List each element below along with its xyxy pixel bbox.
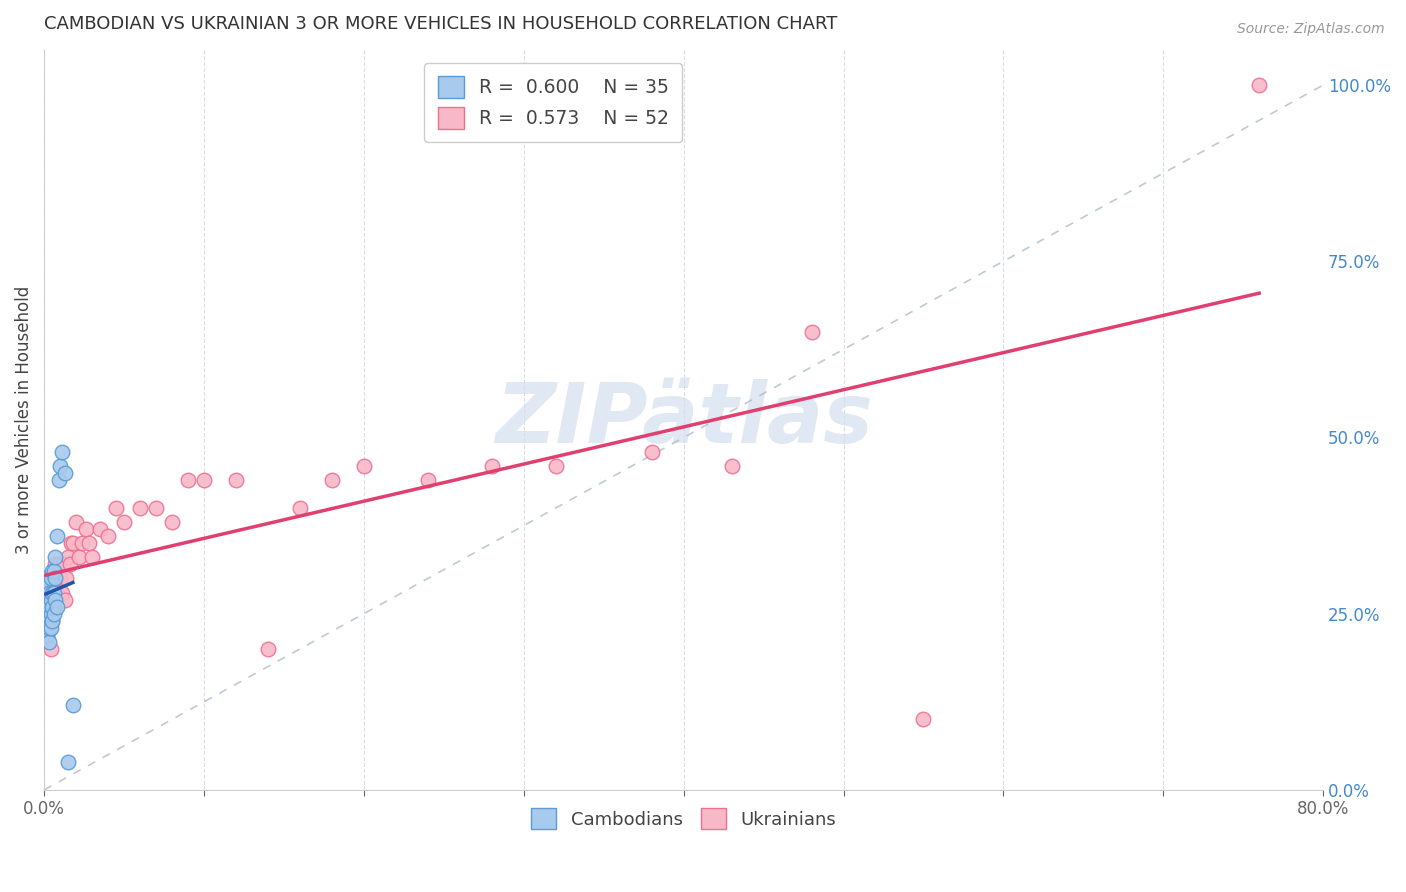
- Point: [44, 558, 66, 572]
- Point: [44, 592, 66, 607]
- Point: [38, 599, 60, 614]
- Point: [55, 572, 77, 586]
- Point: [41, 614, 63, 628]
- Point: [353, 458, 375, 473]
- Point: [1249, 78, 1271, 92]
- Point: [38, 635, 60, 649]
- Point: [800, 325, 823, 339]
- Point: [62, 698, 84, 713]
- Point: [52, 558, 75, 572]
- Point: [41, 614, 63, 628]
- Point: [56, 550, 79, 565]
- Point: [912, 713, 935, 727]
- Point: [42, 572, 65, 586]
- Point: [45, 599, 67, 614]
- Point: [257, 642, 280, 657]
- Point: [45, 572, 67, 586]
- Point: [41, 585, 63, 599]
- Point: [640, 444, 662, 458]
- Point: [53, 592, 76, 607]
- Point: [720, 458, 742, 473]
- Point: [35, 585, 58, 599]
- Point: [177, 473, 200, 487]
- Point: [37, 607, 59, 621]
- Point: [51, 444, 73, 458]
- Point: [42, 565, 65, 579]
- Point: [41, 565, 63, 579]
- Point: [39, 642, 62, 657]
- Point: [35, 592, 58, 607]
- Point: [62, 536, 84, 550]
- Text: CAMBODIAN VS UKRAINIAN 3 OR MORE VEHICLES IN HOUSEHOLD CORRELATION CHART: CAMBODIAN VS UKRAINIAN 3 OR MORE VEHICLE…: [44, 15, 838, 33]
- Point: [37, 628, 59, 642]
- Point: [481, 458, 503, 473]
- Point: [44, 599, 66, 614]
- Point: [38, 599, 60, 614]
- Point: [42, 585, 65, 599]
- Point: [160, 515, 183, 529]
- Point: [39, 621, 62, 635]
- Point: [97, 529, 120, 543]
- Point: [60, 536, 83, 550]
- Text: ZIPätlas: ZIPätlas: [495, 379, 873, 460]
- Point: [51, 585, 73, 599]
- Point: [145, 500, 167, 515]
- Point: [38, 585, 60, 599]
- Point: [89, 522, 111, 536]
- Point: [112, 515, 135, 529]
- Point: [39, 585, 62, 599]
- Point: [48, 473, 70, 487]
- Point: [49, 458, 72, 473]
- Point: [37, 592, 59, 607]
- Point: [288, 500, 311, 515]
- Point: [37, 614, 59, 628]
- Point: [42, 607, 65, 621]
- Point: [45, 529, 67, 543]
- Point: [544, 458, 567, 473]
- Point: [38, 621, 60, 635]
- Point: [193, 473, 215, 487]
- Point: [48, 558, 70, 572]
- Y-axis label: 3 or more Vehicles in Household: 3 or more Vehicles in Household: [15, 285, 32, 554]
- Point: [41, 578, 63, 592]
- Point: [49, 572, 72, 586]
- Point: [38, 614, 60, 628]
- Point: [35, 572, 58, 586]
- Point: [67, 550, 90, 565]
- Legend: Cambodians, Ukrainians: Cambodians, Ukrainians: [524, 801, 844, 837]
- Point: [321, 473, 343, 487]
- Point: [72, 536, 94, 550]
- Text: Source: ZipAtlas.com: Source: ZipAtlas.com: [1237, 22, 1385, 37]
- Point: [44, 550, 66, 565]
- Point: [65, 515, 87, 529]
- Point: [105, 500, 128, 515]
- Point: [416, 473, 439, 487]
- Point: [53, 466, 76, 480]
- Point: [80, 550, 103, 565]
- Point: [75, 522, 97, 536]
- Point: [45, 585, 67, 599]
- Point: [129, 500, 152, 515]
- Point: [44, 572, 66, 586]
- Point: [37, 578, 59, 592]
- Point: [42, 592, 65, 607]
- Point: [39, 592, 62, 607]
- Point: [39, 607, 62, 621]
- Point: [41, 599, 63, 614]
- Point: [225, 473, 247, 487]
- Point: [39, 572, 62, 586]
- Point: [59, 558, 82, 572]
- Point: [35, 592, 58, 607]
- Point: [77, 536, 100, 550]
- Point: [56, 755, 79, 769]
- Point: [35, 578, 58, 592]
- Point: [37, 628, 59, 642]
